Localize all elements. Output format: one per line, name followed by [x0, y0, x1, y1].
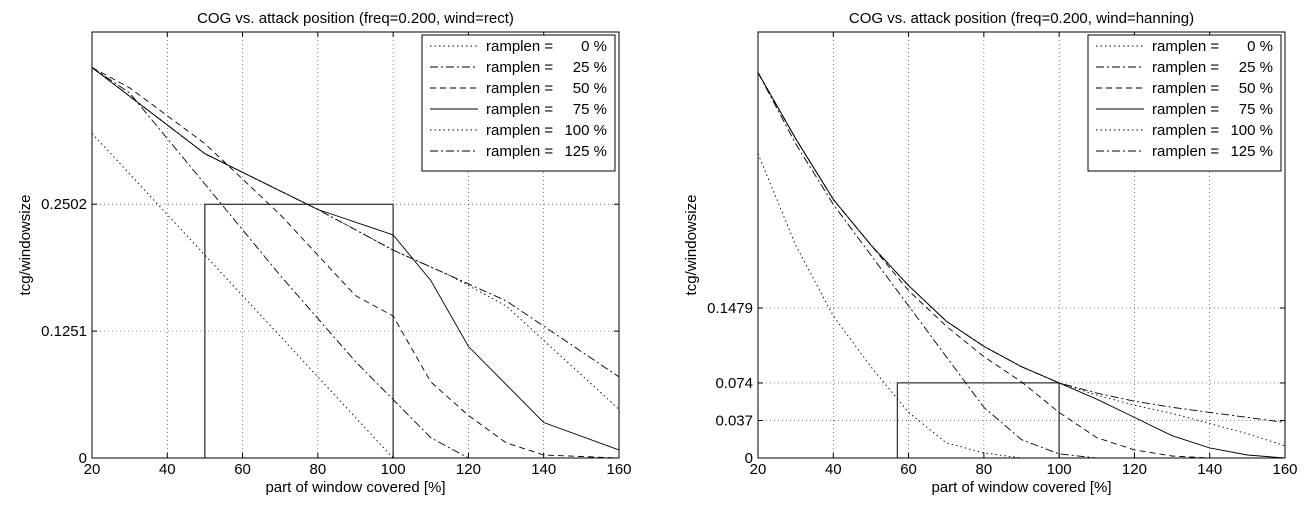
- x-tick-label: 120: [1122, 461, 1147, 478]
- x-tick-label: 140: [1197, 461, 1222, 478]
- axes-frame: [757, 31, 1286, 459]
- legend-label-prefix: ramplen =: [486, 101, 553, 118]
- x-tick-label: 20: [750, 461, 767, 478]
- y-tick-label: 0: [79, 450, 87, 467]
- x-tick-label: 140: [531, 461, 556, 478]
- legend-label: 0 %: [1247, 38, 1273, 55]
- y-tick-label: 0.074: [715, 375, 753, 392]
- y-tick-label: 0.1251: [41, 323, 87, 340]
- x-tick-label: 80: [976, 461, 993, 478]
- y-axis-label: tcg/windowsize: [17, 195, 34, 296]
- legend-label: 25 %: [1239, 59, 1273, 76]
- legend-label: 50 %: [1239, 80, 1273, 97]
- x-tick-label: 100: [1047, 461, 1072, 478]
- legend-label-prefix: ramplen =: [1152, 59, 1219, 76]
- legend-label-prefix: ramplen =: [1152, 143, 1219, 160]
- x-tick-label: 40: [159, 461, 176, 478]
- legend-label-prefix: ramplen =: [1152, 101, 1219, 118]
- y-axis-label: tcg/windowsize: [683, 195, 700, 296]
- series-line-6: [757, 72, 1286, 423]
- x-tick-label: 160: [606, 461, 631, 478]
- legend: ramplen = 0 % ramplen = 25 % ramplen = 50 % ra…: [421, 34, 616, 172]
- guide-line: [204, 203, 394, 458]
- series-line-6: [91, 67, 620, 378]
- legend-label-prefix: ramplen =: [486, 80, 553, 97]
- legend-label: 25 %: [573, 59, 607, 76]
- legend-label: 75 %: [1239, 101, 1273, 118]
- legend-label: 50 %: [573, 80, 607, 97]
- legend-label-prefix: ramplen =: [1152, 38, 1219, 55]
- legend-label: 125 %: [564, 143, 607, 160]
- x-tick-label: 80: [310, 461, 327, 478]
- legend-label-prefix: ramplen =: [1152, 80, 1219, 97]
- chart-title: COG vs. attack position (freq=0.200, win…: [849, 10, 1194, 27]
- legend-box: [421, 34, 616, 172]
- series-line-3: [91, 67, 620, 459]
- legend-box: [1087, 34, 1282, 172]
- x-tick-label: 60: [234, 461, 251, 478]
- legend-label: 0 %: [581, 38, 607, 55]
- legend-label-prefix: ramplen =: [486, 143, 553, 160]
- series-line-2: [757, 72, 1285, 459]
- axes-frame: [91, 31, 620, 459]
- legend-label: 100 %: [564, 122, 607, 139]
- series-line-2: [91, 67, 619, 459]
- x-axis-label: part of window covered [%]: [931, 479, 1111, 496]
- chart-title: COG vs. attack position (freq=0.200, win…: [197, 10, 514, 27]
- guide-line: [896, 382, 1060, 458]
- y-tick-label: 0.037: [715, 412, 753, 429]
- legend-label: 100 %: [1230, 122, 1273, 139]
- y-tick-label: 0.1479: [707, 300, 753, 317]
- legend-label-prefix: ramplen =: [486, 122, 553, 139]
- x-tick-label: 100: [381, 461, 406, 478]
- x-tick-label: 120: [456, 461, 481, 478]
- y-tick-label: 0.2502: [41, 196, 87, 213]
- x-tick-label: 160: [1272, 461, 1297, 478]
- legend: ramplen = 0 % ramplen = 25 % ramplen = 50 % ra…: [1087, 34, 1282, 172]
- chart-panel-2: 20 40 60 80 100 120 140 160 0 0.037 0.074 0.1479 COG…: [683, 10, 1298, 496]
- y-tick-label: 0: [745, 450, 753, 467]
- legend-label-prefix: ramplen =: [486, 59, 553, 76]
- chart-panel-1: 20 40 60 80 100 120 140 160 0 0.1251 0.2502 COG vs.…: [17, 10, 632, 496]
- x-axis-label: part of window covered [%]: [265, 479, 445, 496]
- legend-label: 125 %: [1230, 143, 1273, 160]
- legend-label-prefix: ramplen =: [486, 38, 553, 55]
- x-tick-label: 20: [84, 461, 101, 478]
- series-line-1: [757, 153, 1060, 459]
- legend-label: 75 %: [573, 101, 607, 118]
- legend-label-prefix: ramplen =: [1152, 122, 1219, 139]
- x-tick-label: 60: [900, 461, 917, 478]
- x-tick-label: 40: [825, 461, 842, 478]
- series-line-1: [91, 133, 394, 459]
